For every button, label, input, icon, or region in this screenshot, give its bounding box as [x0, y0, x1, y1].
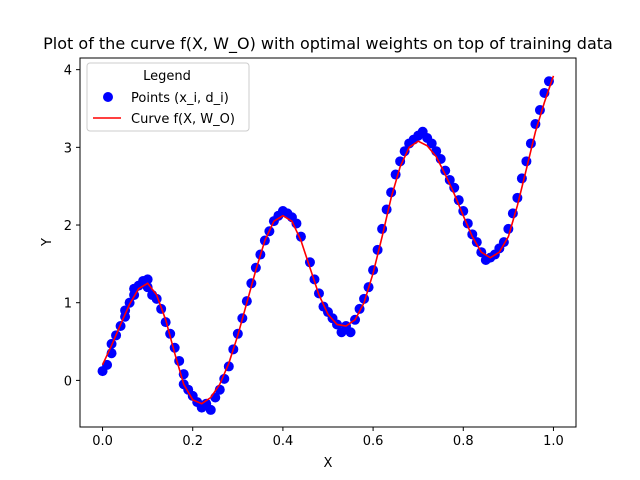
x-tick-label: 0.0 [92, 434, 113, 449]
scatter-point [205, 404, 216, 415]
legend-title: Legend [143, 69, 191, 84]
legend-frame [86, 62, 250, 132]
scatter-point [345, 327, 356, 338]
scatter-point [395, 156, 406, 167]
scatter-point [377, 223, 388, 234]
scatter-point [246, 278, 257, 289]
legend-label-curve: Curve f(X, W_O) [131, 112, 235, 127]
legend-label-points: Points (x_i, d_i) [131, 91, 229, 106]
x-axis-ticks: 0.0 0.2 0.4 0.6 0.8 1.0 [92, 427, 564, 449]
x-tick-label: 1.0 [543, 434, 564, 449]
y-tick-label: 1 [64, 297, 72, 312]
y-tick-label: 3 [64, 141, 72, 156]
x-tick-label: 0.8 [453, 434, 474, 449]
axes-frame [79, 57, 577, 428]
y-tick-label: 2 [64, 219, 72, 234]
legend: Legend Points (x_i, d_i) Curve f(X, W_O) [86, 62, 250, 132]
curve-line [101, 75, 555, 405]
x-axis-label: X [324, 456, 333, 471]
x-tick-label: 0.6 [363, 434, 384, 449]
x-tick-label: 0.2 [182, 434, 203, 449]
y-axis-ticks: 0 1 2 3 4 [64, 64, 80, 389]
scatter-point [426, 138, 437, 149]
scatter-point [381, 204, 392, 215]
y-axis-label: Y [40, 238, 55, 247]
scatter-point [142, 274, 153, 285]
x-tick-label: 0.4 [273, 434, 294, 449]
scatter-point [525, 138, 536, 149]
y-tick-label: 0 [64, 374, 72, 389]
y-tick-label: 4 [64, 64, 72, 79]
legend-marker-points [103, 92, 113, 102]
scatter-point [399, 146, 410, 157]
chart-title: Plot of the curve f(X, W_O) with optimal… [43, 34, 613, 54]
plot-area [79, 57, 577, 428]
